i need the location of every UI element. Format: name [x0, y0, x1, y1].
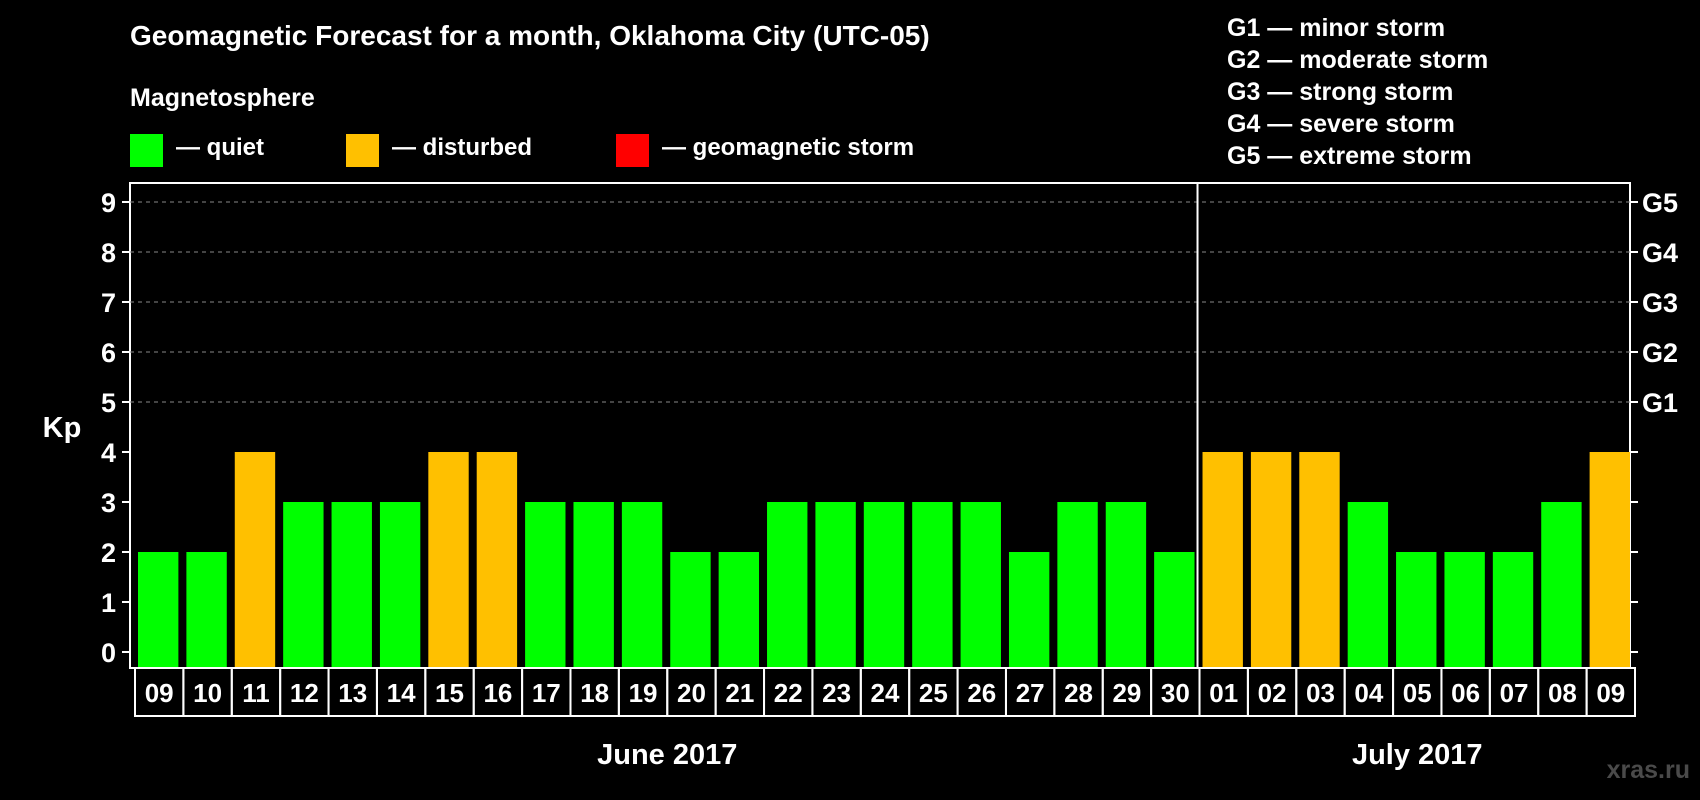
- x-tick-label: 10: [193, 678, 222, 708]
- y-tick-label: 5: [101, 388, 116, 418]
- x-tick-label: 18: [580, 678, 609, 708]
- kp-bar: [573, 502, 614, 668]
- x-tick-label: 12: [290, 678, 319, 708]
- y-tick-label: 6: [101, 338, 116, 368]
- x-tick-label: 25: [919, 678, 948, 708]
- storm-scale-legend: G1 — minor storm G2 — moderate storm G3 …: [1227, 12, 1488, 172]
- x-tick-label: 09: [1596, 678, 1625, 708]
- kp-bar: [1492, 552, 1534, 668]
- x-tick-label: 08: [1548, 678, 1577, 708]
- kp-bar: [621, 502, 663, 668]
- storm-scale-g4: G4 — severe storm: [1227, 110, 1455, 138]
- y-tick-label: 2: [101, 538, 116, 568]
- x-tick-label: 09: [145, 678, 174, 708]
- y-tick-label: 3: [101, 488, 116, 518]
- storm-scale-g2: G2 — moderate storm: [1227, 46, 1489, 74]
- y-tick-label: 8: [101, 238, 116, 268]
- legend-swatch-quiet: [130, 134, 163, 167]
- right-axis-label-g2: G2: [1642, 338, 1678, 368]
- right-axis-label-g1: G1: [1642, 388, 1678, 418]
- kp-bar: [1299, 452, 1340, 668]
- legend-label-quiet: — quiet: [176, 134, 264, 161]
- kp-bar: [283, 502, 324, 668]
- storm-scale-g3: G3 — strong storm: [1227, 78, 1454, 106]
- kp-bar: [234, 452, 276, 668]
- kp-bar: [1589, 452, 1630, 668]
- y-tick-label: 0: [101, 638, 116, 668]
- kp-bar: [718, 552, 760, 668]
- x-tick-label: 19: [629, 678, 658, 708]
- y-tick-label: 7: [101, 288, 116, 318]
- kp-bar: [1202, 452, 1243, 668]
- x-tick-label: 07: [1500, 678, 1529, 708]
- x-tick-label: 30: [1161, 678, 1190, 708]
- x-tick-label: 15: [435, 678, 464, 708]
- kp-bar: [1105, 502, 1147, 668]
- kp-bar: [1057, 502, 1098, 668]
- x-tick-label: 16: [483, 678, 512, 708]
- right-axis-label-g3: G3: [1642, 288, 1678, 318]
- kp-bar: [428, 452, 469, 668]
- y-tick-label: 1: [101, 588, 116, 618]
- legend-swatch-storm: [616, 134, 649, 167]
- chart-title: Geomagnetic Forecast for a month, Oklaho…: [130, 20, 930, 51]
- right-axis-label-g5: G5: [1642, 188, 1678, 218]
- x-tick-label: 04: [1354, 678, 1383, 708]
- kp-bar: [1396, 552, 1437, 668]
- kp-bar: [1008, 552, 1050, 668]
- legend-swatch-disturbed: [346, 134, 379, 167]
- kp-bar: [815, 502, 856, 668]
- watermark: xras.ru: [1606, 756, 1690, 784]
- right-axis-label-g4: G4: [1642, 238, 1678, 268]
- kp-bar: [476, 452, 518, 668]
- x-tick-label: 24: [871, 678, 900, 708]
- legend-label-storm: — geomagnetic storm: [662, 134, 915, 161]
- legend-subtitle: Magnetosphere: [130, 84, 315, 112]
- kp-bar: [1347, 502, 1389, 668]
- storm-scale-g5: G5 — extreme storm: [1227, 142, 1472, 170]
- x-tick-label: 26: [967, 678, 996, 708]
- kp-bar: [670, 552, 711, 668]
- x-tick-label: 01: [1209, 678, 1238, 708]
- y-axis-label: Kp: [43, 412, 82, 444]
- x-tick-label: 21: [725, 678, 754, 708]
- kp-bar: [863, 502, 905, 668]
- x-tick-label: 14: [387, 678, 416, 708]
- kp-bar: [1154, 552, 1195, 668]
- legend-label-disturbed: — disturbed: [392, 134, 533, 161]
- x-tick-label: 05: [1403, 678, 1432, 708]
- x-tick-label: 11: [242, 678, 270, 708]
- y-tick-label: 4: [101, 438, 116, 468]
- kp-bar: [525, 502, 566, 668]
- x-tick-label: 27: [1016, 678, 1045, 708]
- x-tick-label: 03: [1306, 678, 1335, 708]
- kp-bar: [1444, 552, 1485, 668]
- x-tick-label: 02: [1258, 678, 1287, 708]
- y-tick-label: 9: [101, 188, 116, 218]
- kp-bar: [379, 502, 421, 668]
- x-tick-label: 17: [532, 678, 561, 708]
- kp-bar: [767, 502, 808, 668]
- kp-bar: [1250, 452, 1292, 668]
- storm-scale-g1: G1 — minor storm: [1227, 14, 1446, 42]
- x-tick-label: 13: [338, 678, 367, 708]
- x-tick-label: 20: [677, 678, 706, 708]
- x-tick-label: 29: [1112, 678, 1141, 708]
- kp-bar: [186, 552, 227, 668]
- month-label-july: July 2017: [1352, 739, 1483, 771]
- x-tick-label: 06: [1451, 678, 1480, 708]
- kp-bar: [1541, 502, 1582, 668]
- date-cell: [1585, 667, 1637, 717]
- x-tick-label: 23: [822, 678, 851, 708]
- month-label-june: June 2017: [597, 739, 737, 771]
- x-tick-label: 28: [1064, 678, 1093, 708]
- kp-bar: [912, 502, 953, 668]
- kp-bar: [960, 502, 1001, 668]
- kp-bar: [138, 552, 179, 668]
- kp-bar: [331, 502, 372, 668]
- x-tick-label: 22: [774, 678, 803, 708]
